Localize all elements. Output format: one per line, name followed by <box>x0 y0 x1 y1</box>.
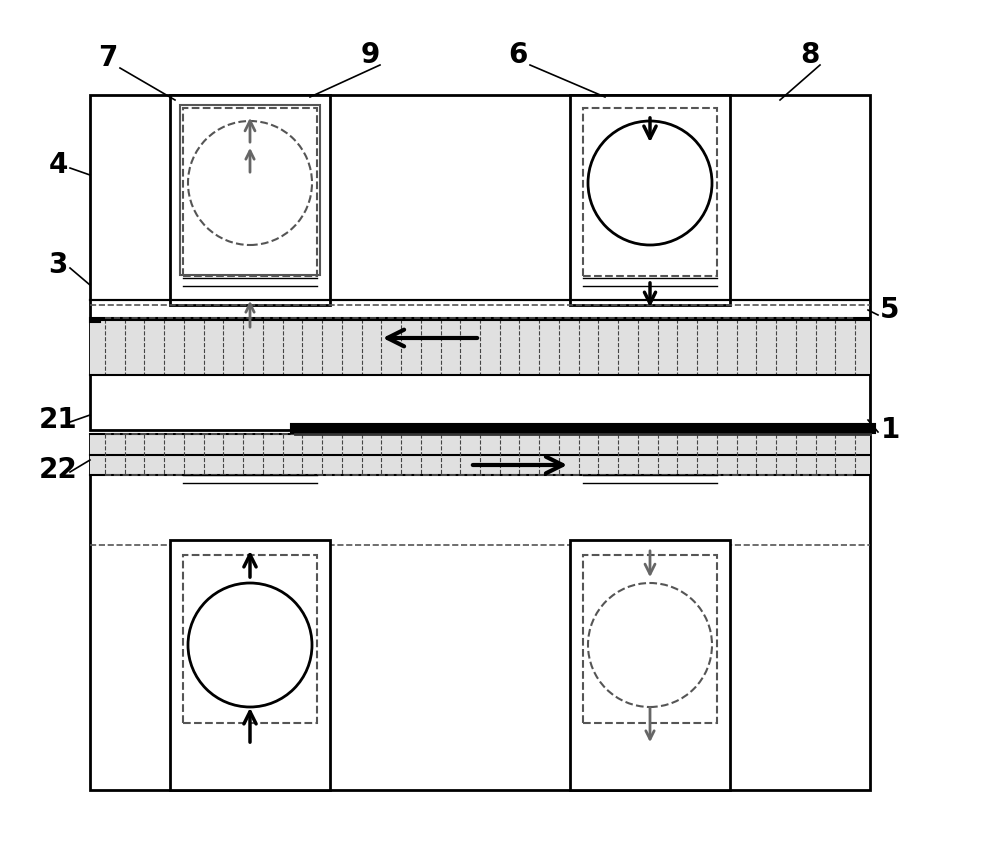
Text: 21: 21 <box>39 406 77 434</box>
Text: 1: 1 <box>880 416 900 444</box>
Text: 5: 5 <box>880 296 900 324</box>
Text: 8: 8 <box>800 41 820 69</box>
Bar <box>90 95 870 430</box>
Text: 4: 4 <box>48 151 68 179</box>
Bar <box>90 434 870 790</box>
Bar <box>170 95 330 305</box>
Text: 22: 22 <box>39 456 77 484</box>
Bar <box>570 95 730 305</box>
Text: 3: 3 <box>48 251 68 279</box>
Bar <box>180 105 320 275</box>
Bar <box>570 540 730 790</box>
Bar <box>183 108 317 276</box>
Text: 6: 6 <box>508 41 528 69</box>
Bar <box>170 540 330 790</box>
Bar <box>90 434 870 475</box>
Bar <box>90 318 870 375</box>
Text: 7: 7 <box>98 44 118 72</box>
Text: 9: 9 <box>360 41 380 69</box>
Bar <box>583 555 717 723</box>
Bar <box>583 108 717 276</box>
Bar <box>183 555 317 723</box>
